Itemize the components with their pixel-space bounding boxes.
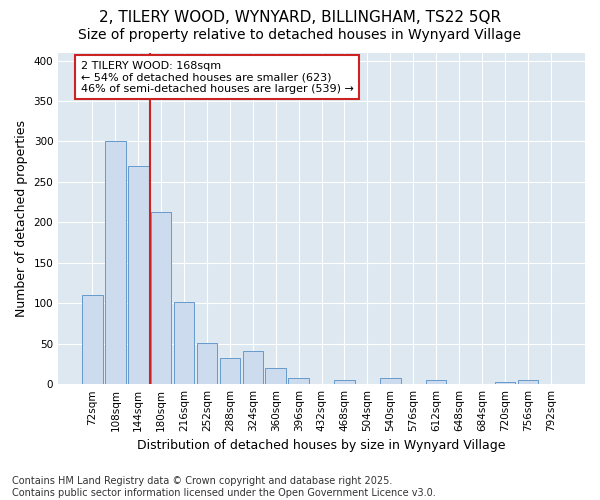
Text: 2, TILERY WOOD, WYNYARD, BILLINGHAM, TS22 5QR: 2, TILERY WOOD, WYNYARD, BILLINGHAM, TS2… — [99, 10, 501, 25]
Bar — [128, 166, 149, 384]
Text: Contains HM Land Registry data © Crown copyright and database right 2025.
Contai: Contains HM Land Registry data © Crown c… — [12, 476, 436, 498]
Bar — [174, 302, 194, 384]
Text: 2 TILERY WOOD: 168sqm
← 54% of detached houses are smaller (623)
46% of semi-det: 2 TILERY WOOD: 168sqm ← 54% of detached … — [81, 60, 354, 94]
Y-axis label: Number of detached properties: Number of detached properties — [15, 120, 28, 317]
Bar — [289, 378, 309, 384]
Bar — [220, 358, 240, 384]
Bar — [151, 212, 172, 384]
Bar — [426, 380, 446, 384]
Bar — [334, 380, 355, 384]
X-axis label: Distribution of detached houses by size in Wynyard Village: Distribution of detached houses by size … — [137, 440, 506, 452]
Bar — [380, 378, 401, 384]
Bar — [518, 380, 538, 384]
Text: Size of property relative to detached houses in Wynyard Village: Size of property relative to detached ho… — [79, 28, 521, 42]
Bar — [197, 343, 217, 384]
Bar — [242, 351, 263, 384]
Bar — [494, 382, 515, 384]
Bar — [265, 368, 286, 384]
Bar — [82, 295, 103, 384]
Bar — [105, 142, 125, 384]
